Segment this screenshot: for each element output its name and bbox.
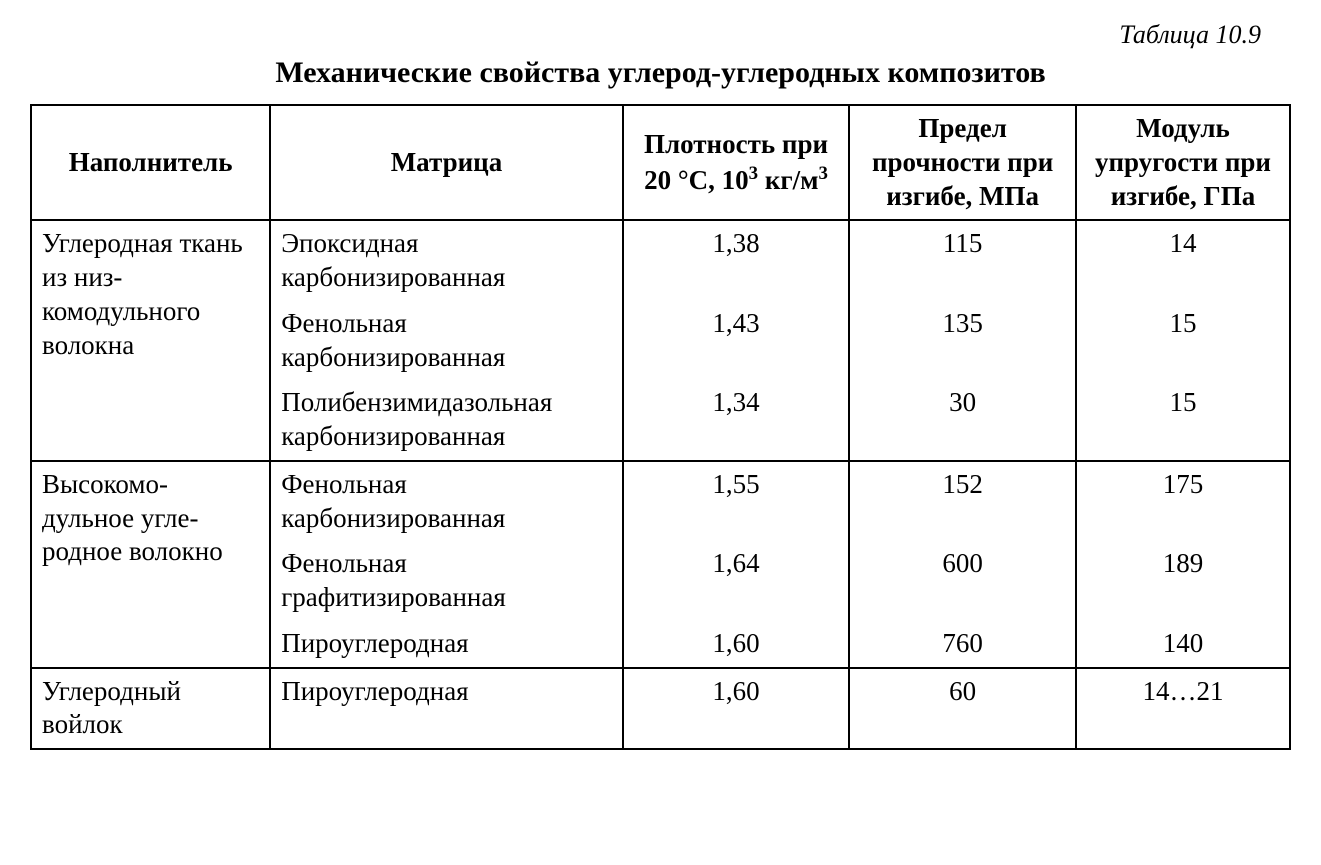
cell-modulus: 15 [1076, 301, 1290, 381]
cell-strength: 152 [849, 461, 1076, 542]
cell-density: 1,55 [623, 461, 850, 542]
cell-strength: 115 [849, 220, 1076, 301]
cell-density: 1,60 [623, 621, 850, 668]
cell-density: 1,34 [623, 380, 850, 461]
cell-modulus: 175 [1076, 461, 1290, 542]
composites-table: Наполнитель Матрица Плотность при 20 °С,… [30, 104, 1291, 750]
cell-matrix: Эпоксидная карбонизированная [270, 220, 623, 301]
table-row: Углеродный войлок Пироуглеродная 1,60 60… [31, 668, 1290, 750]
table-row: Углеродная ткань из низ-комодульного вол… [31, 220, 1290, 301]
cell-matrix: Фенольная карбонизированная [270, 461, 623, 542]
table-label: Таблица 10.9 [30, 20, 1291, 50]
header-matrix: Матрица [270, 105, 623, 220]
table-body: Углеродная ткань из низ-комодульного вол… [31, 220, 1290, 749]
cell-matrix: Пироуглеродная [270, 668, 623, 750]
cell-matrix: Полибензимидазольная карбонизированная [270, 380, 623, 461]
cell-density: 1,43 [623, 301, 850, 381]
cell-modulus: 15 [1076, 380, 1290, 461]
cell-matrix: Фенольная карбонизированная [270, 301, 623, 381]
header-filler: Наполнитель [31, 105, 270, 220]
cell-filler: Высокомо-дульное угле-родное волокно [31, 461, 270, 668]
cell-strength: 600 [849, 541, 1076, 621]
cell-modulus: 14…21 [1076, 668, 1290, 750]
header-strength: Предел прочности при изгибе, МПа [849, 105, 1076, 220]
cell-strength: 30 [849, 380, 1076, 461]
cell-density: 1,60 [623, 668, 850, 750]
header-modulus: Модуль упругости при изгибе, ГПа [1076, 105, 1290, 220]
table-title: Механические свойства углерод-углеродных… [30, 56, 1291, 90]
cell-density: 1,64 [623, 541, 850, 621]
header-row: Наполнитель Матрица Плотность при 20 °С,… [31, 105, 1290, 220]
cell-strength: 760 [849, 621, 1076, 668]
cell-density: 1,38 [623, 220, 850, 301]
cell-filler: Углеродная ткань из низ-комодульного вол… [31, 220, 270, 461]
cell-strength: 60 [849, 668, 1076, 750]
cell-modulus: 14 [1076, 220, 1290, 301]
cell-modulus: 189 [1076, 541, 1290, 621]
cell-modulus: 140 [1076, 621, 1290, 668]
cell-filler: Углеродный войлок [31, 668, 270, 750]
cell-strength: 135 [849, 301, 1076, 381]
cell-matrix: Пироуглеродная [270, 621, 623, 668]
header-density: Плотность при 20 °С, 103 кг/м3 [623, 105, 850, 220]
cell-matrix: Фенольная графитизированная [270, 541, 623, 621]
table-row: Высокомо-дульное угле-родное волокно Фен… [31, 461, 1290, 542]
